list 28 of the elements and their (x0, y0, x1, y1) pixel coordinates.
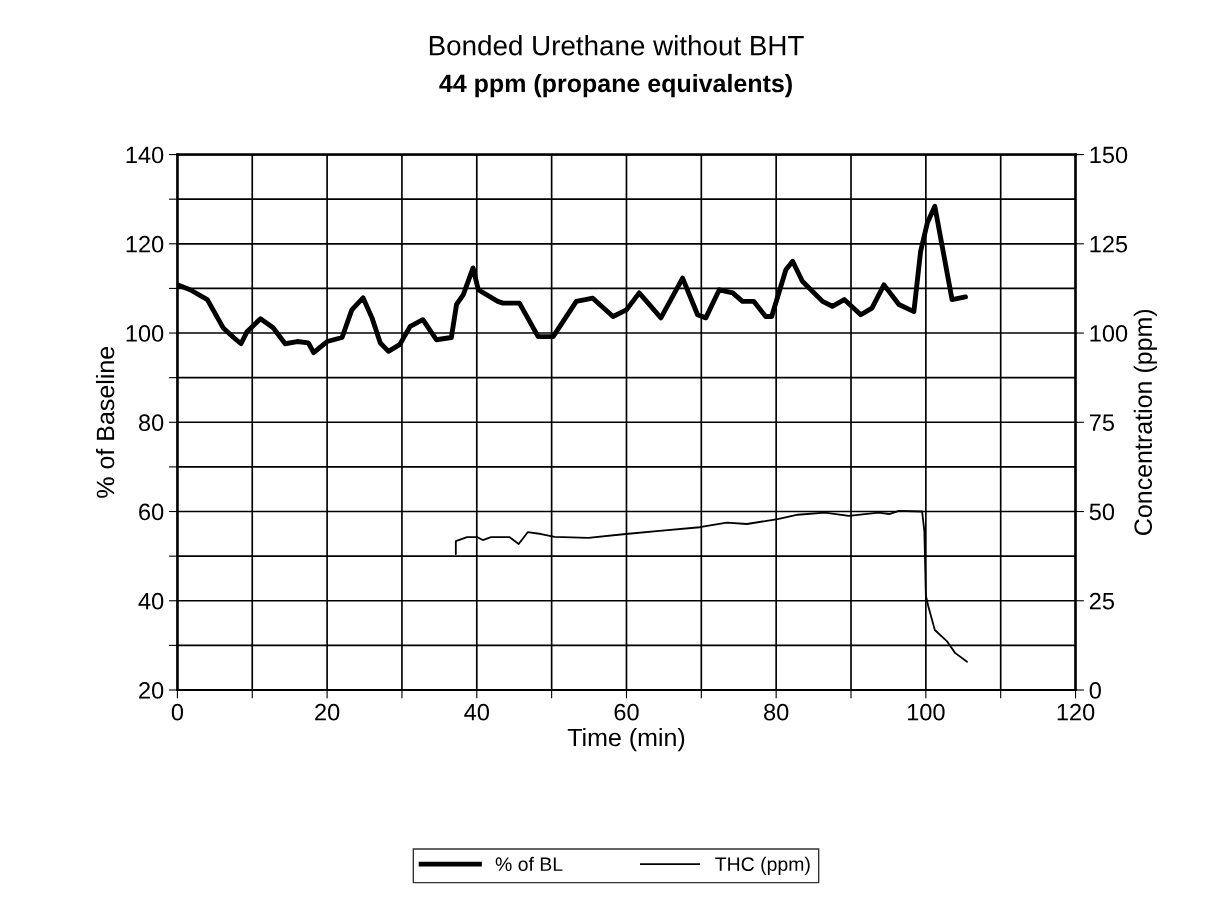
chart-subtitle: 44 ppm (propane equivalents) (439, 73, 792, 98)
legend-label: % of BL (495, 856, 563, 872)
x-tick-label: 60 (614, 703, 639, 721)
legend-label: THC (ppm) (715, 856, 810, 875)
y2-tick-label: 125 (1090, 235, 1128, 253)
y-tick-label: 80 (138, 414, 164, 432)
y-tick-label: 20 (139, 682, 164, 699)
y2-tick-label: 0 (1089, 682, 1101, 699)
x-tick-label: 0 (171, 703, 184, 721)
x-tick-label: 80 (764, 703, 789, 721)
x-tick-label: 120 (1057, 703, 1095, 721)
y2-tick-label: 25 (1089, 592, 1114, 610)
x-tick-label: 20 (315, 703, 340, 721)
x-tick-label: 40 (464, 703, 489, 721)
y2-tick-label: 150 (1090, 146, 1128, 164)
y2-tick-label: 100 (1090, 325, 1128, 342)
y-tick-label: 40 (138, 592, 164, 610)
y-tick-label: 100 (126, 325, 164, 342)
y-axis-title: % of Baseline (95, 346, 115, 498)
y2-axis-title: Concentration (ppm) (1133, 309, 1157, 535)
y2-tick-label: 75 (1089, 414, 1114, 432)
y2-tick-label: 50 (1089, 503, 1115, 521)
x-axis-title: Time (min) (567, 727, 685, 752)
x-tick-label: 100 (907, 703, 945, 721)
y-tick-label: 60 (139, 503, 164, 521)
chart-title: Bonded Urethane without BHT (429, 35, 804, 56)
y-tick-label: 140 (126, 146, 164, 164)
y-tick-label: 120 (126, 235, 164, 253)
